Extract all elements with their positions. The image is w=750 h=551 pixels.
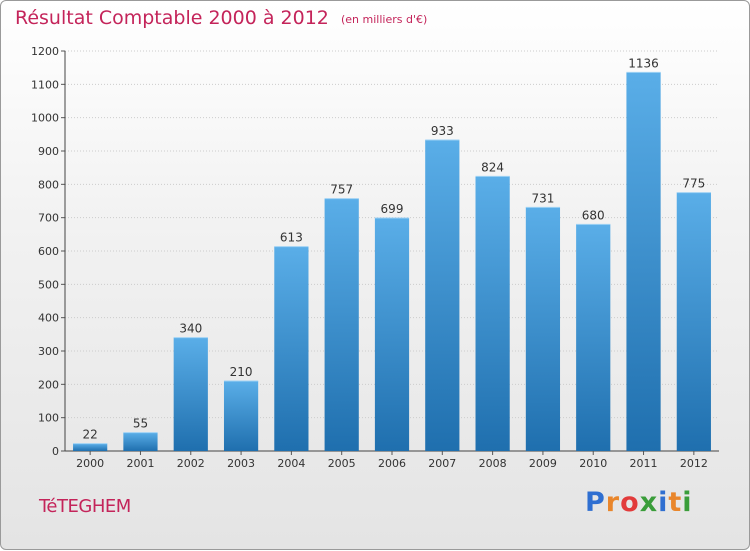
logo-letter: P: [585, 487, 606, 518]
y-tick-label: 600: [38, 245, 59, 258]
logo-letter: t: [668, 487, 683, 518]
data-label: 824: [481, 160, 504, 174]
y-tick-label: 400: [38, 312, 59, 325]
bar: [425, 140, 460, 451]
y-tick-label: 800: [38, 178, 59, 191]
bar: [374, 218, 410, 451]
logo-letter: x: [639, 487, 659, 518]
y-tick-label: 900: [38, 145, 59, 158]
x-tick-label: 2011: [630, 457, 658, 470]
data-label: 22: [83, 428, 98, 442]
data-label: 1136: [628, 56, 659, 70]
bar: [626, 72, 661, 451]
bar: [274, 246, 309, 451]
data-label: 933: [431, 124, 454, 138]
x-tick-label: 2010: [579, 457, 607, 470]
bar: [173, 337, 208, 451]
chart-title: Résultat Comptable 2000 à 2012: [15, 7, 329, 29]
logo-letter: i: [658, 487, 669, 518]
bar: [123, 432, 158, 451]
data-label: 775: [682, 177, 705, 191]
y-tick-label: 300: [38, 345, 59, 358]
y-tick-label: 200: [38, 378, 59, 391]
y-tick-label: 1200: [31, 45, 59, 58]
proxiti-logo[interactable]: Proxiti: [585, 487, 693, 518]
data-label: 613: [280, 231, 303, 245]
y-tick-label: 1000: [31, 112, 59, 125]
bar: [223, 381, 259, 451]
x-tick-label: 2006: [378, 457, 406, 470]
data-label: 680: [582, 208, 605, 222]
bar: [676, 192, 711, 451]
data-label: 55: [133, 417, 148, 431]
x-tick-label: 2002: [177, 457, 205, 470]
data-label: 757: [330, 183, 353, 197]
x-tick-label: 2007: [428, 457, 456, 470]
bar: [576, 224, 611, 451]
data-label: 340: [179, 322, 202, 336]
data-label: 699: [381, 202, 404, 216]
x-tick-label: 2000: [76, 457, 104, 470]
y-tick-label: 100: [38, 412, 59, 425]
x-tick-label: 2008: [479, 457, 507, 470]
x-tick-label: 2012: [680, 457, 708, 470]
bar: [475, 176, 510, 452]
y-tick-label: 1100: [31, 78, 59, 91]
data-label: 210: [230, 365, 253, 379]
x-tick-label: 2004: [277, 457, 305, 470]
y-tick-label: 0: [52, 445, 59, 458]
logo-letter: i: [682, 487, 693, 518]
logo-letter: o: [620, 487, 640, 518]
x-tick-label: 2001: [126, 457, 154, 470]
y-tick-label: 700: [38, 212, 59, 225]
x-tick-label: 2005: [328, 457, 356, 470]
bar: [525, 207, 561, 451]
logo-letter: r: [605, 487, 621, 518]
data-label: 731: [531, 191, 554, 205]
x-tick-label: 2003: [227, 457, 255, 470]
x-tick-label: 2009: [529, 457, 557, 470]
chart-subtitle: (en milliers d'€): [341, 13, 428, 26]
y-tick-label: 500: [38, 278, 59, 291]
city-name: TéTEGHEM: [39, 496, 131, 517]
bar: [324, 198, 359, 451]
bar: [73, 443, 108, 451]
